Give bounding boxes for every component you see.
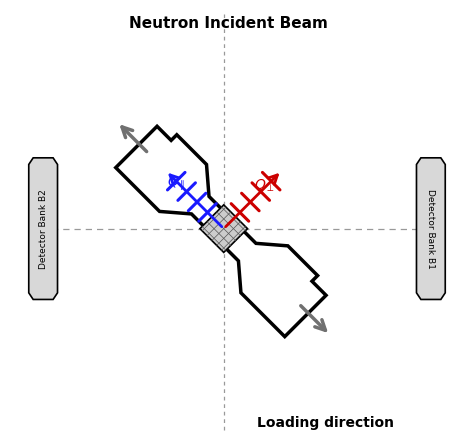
Text: Neutron Incident Beam: Neutron Incident Beam [129, 16, 328, 31]
Polygon shape [200, 205, 247, 253]
Text: Detector Bank B2: Detector Bank B2 [39, 189, 47, 269]
Polygon shape [116, 126, 326, 337]
Text: $Q_{\perp}$: $Q_{\perp}$ [254, 178, 275, 194]
Polygon shape [417, 158, 445, 299]
Polygon shape [29, 158, 57, 299]
Text: Loading direction: Loading direction [257, 416, 394, 430]
Text: $Q_{\parallel}$: $Q_{\parallel}$ [167, 174, 186, 193]
Text: Detector Bank B1: Detector Bank B1 [427, 189, 435, 269]
